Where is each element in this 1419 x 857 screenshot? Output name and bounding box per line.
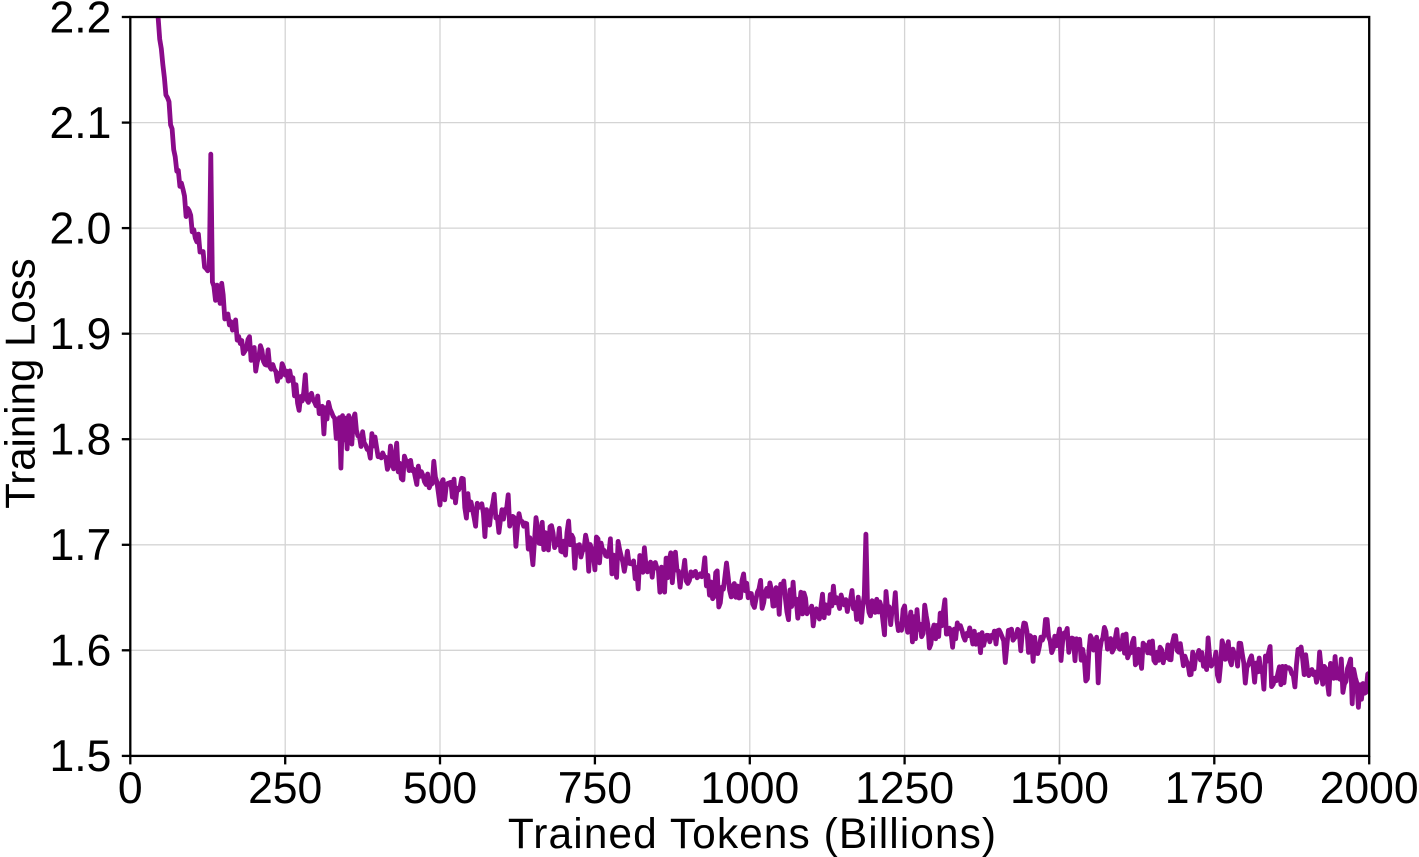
svg-text:250: 250: [248, 764, 322, 813]
svg-text:1.8: 1.8: [50, 416, 112, 465]
svg-text:2.1: 2.1: [50, 99, 112, 148]
svg-text:2.2: 2.2: [50, 0, 112, 42]
svg-text:Training Loss: Training Loss: [0, 258, 44, 509]
svg-text:750: 750: [558, 764, 632, 813]
svg-text:1750: 1750: [1165, 764, 1264, 813]
svg-text:1250: 1250: [855, 764, 954, 813]
svg-text:1.9: 1.9: [50, 310, 112, 359]
svg-text:1000: 1000: [700, 764, 799, 813]
svg-text:1.5: 1.5: [50, 732, 112, 781]
svg-text:1500: 1500: [1010, 764, 1109, 813]
svg-text:500: 500: [403, 764, 477, 813]
svg-text:2000: 2000: [1320, 764, 1419, 813]
svg-text:Trained Tokens (Billions): Trained Tokens (Billions): [508, 811, 997, 857]
svg-text:0: 0: [118, 764, 143, 813]
svg-text:1.7: 1.7: [50, 521, 112, 570]
svg-text:1.6: 1.6: [50, 627, 112, 676]
svg-text:2.0: 2.0: [50, 204, 112, 253]
